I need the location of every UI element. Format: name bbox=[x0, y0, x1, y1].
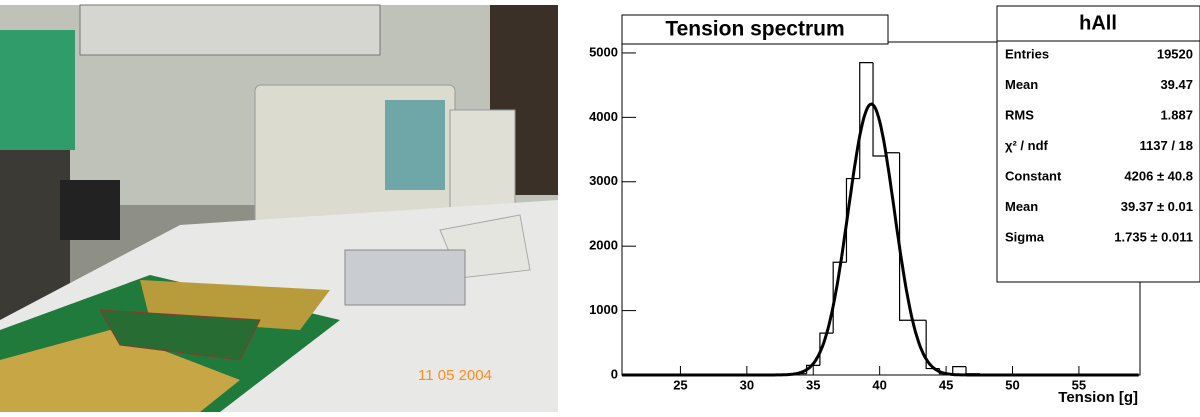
bag bbox=[60, 180, 120, 240]
x-tick-label: 50 bbox=[1005, 377, 1019, 392]
stats-label: Mean bbox=[1005, 77, 1038, 92]
x-tick-label: 40 bbox=[872, 377, 886, 392]
stats-value: 39.37 ± 0.01 bbox=[1121, 199, 1193, 214]
stats-title: hAll bbox=[1079, 12, 1117, 34]
x-axis-label: Tension [g] bbox=[1058, 389, 1138, 406]
x-tick-label: 45 bbox=[939, 377, 953, 392]
box bbox=[344, 249, 466, 306]
title-box bbox=[621, 14, 889, 45]
stats-label: Constant bbox=[1005, 168, 1062, 183]
bar bbox=[898, 152, 913, 321]
x-tick-label: 25 bbox=[673, 377, 687, 392]
stats-value: 1.887 bbox=[1160, 107, 1193, 122]
stats-label: RMS bbox=[1005, 107, 1034, 122]
stats-value: 4206 ± 40.8 bbox=[1124, 168, 1193, 183]
y-tick-label: 1000 bbox=[589, 302, 618, 317]
x-tick-label: 55 bbox=[1072, 377, 1086, 392]
stats-label: Sigma bbox=[1005, 229, 1045, 244]
y-tick-label: 2000 bbox=[589, 238, 618, 253]
bar bbox=[845, 177, 860, 263]
stats-value: 19520 bbox=[1157, 46, 1193, 61]
bar bbox=[952, 366, 967, 374]
stats-value: 1.735 ± 0.011 bbox=[1114, 229, 1193, 244]
stats-label: Entries bbox=[1005, 46, 1049, 61]
board-gold bbox=[0, 330, 240, 412]
fit-curve bbox=[622, 102, 1139, 377]
stats-label: Mean bbox=[1005, 199, 1038, 214]
board bbox=[79, 4, 381, 56]
x-tick-label: 30 bbox=[740, 377, 754, 392]
stats-value: 1137 / 18 bbox=[1140, 138, 1194, 153]
y-tick-label: 4000 bbox=[589, 109, 618, 124]
y-tick-label: 5000 bbox=[589, 44, 618, 59]
monitor-screen bbox=[385, 100, 445, 190]
date-stamp: 11 05 2004 bbox=[418, 367, 492, 384]
stats-box bbox=[996, 5, 1200, 283]
person bbox=[0, 30, 75, 150]
stats-label: χ² / ndf bbox=[1005, 138, 1049, 153]
chart-title: Tension spectrum bbox=[665, 18, 844, 41]
circuit bbox=[99, 309, 261, 361]
y-tick-label: 3000 bbox=[589, 173, 618, 188]
computer bbox=[449, 109, 516, 221]
y-tick-label: 0 bbox=[611, 366, 618, 381]
stats-value: 39.47 bbox=[1160, 77, 1193, 92]
bar bbox=[872, 62, 887, 157]
photo: 11 05 2004 bbox=[0, 4, 558, 412]
x-tick-label: 35 bbox=[806, 377, 820, 392]
